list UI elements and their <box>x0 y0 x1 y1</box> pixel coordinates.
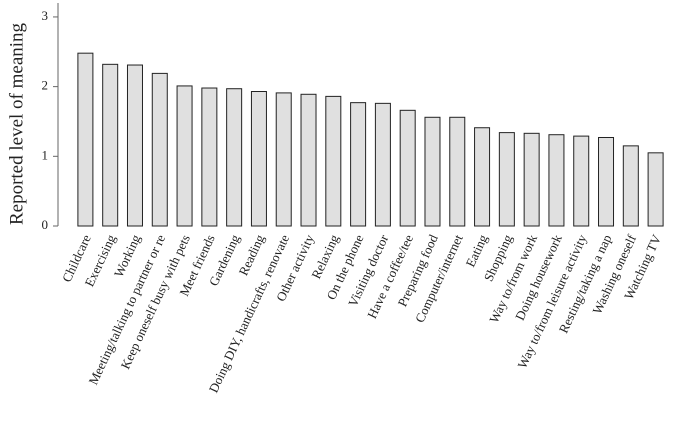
bar <box>275 92 292 227</box>
bar <box>498 132 515 227</box>
bar <box>300 93 317 227</box>
bar <box>201 87 218 227</box>
bar <box>226 88 243 227</box>
bar <box>424 116 441 227</box>
bar <box>622 145 639 227</box>
bar <box>399 109 416 227</box>
bar <box>176 85 193 227</box>
bar <box>523 132 540 227</box>
bar <box>598 136 615 227</box>
bar <box>647 152 664 227</box>
bar <box>374 102 391 227</box>
bar <box>151 72 168 227</box>
bar <box>325 95 342 227</box>
bar <box>449 116 466 227</box>
bar <box>573 135 590 227</box>
y-tick-label: 3 <box>42 8 49 23</box>
bar <box>102 63 119 227</box>
bar <box>474 127 491 227</box>
y-tick-label: 2 <box>42 78 49 93</box>
y-tick-label: 0 <box>42 217 49 232</box>
bar <box>250 91 267 227</box>
y-tick-label: 1 <box>42 147 49 162</box>
bar <box>126 64 143 227</box>
y-axis-label: Reported level of meaning <box>6 22 27 225</box>
bar <box>350 102 367 227</box>
bar <box>548 134 565 227</box>
bar <box>77 52 94 227</box>
